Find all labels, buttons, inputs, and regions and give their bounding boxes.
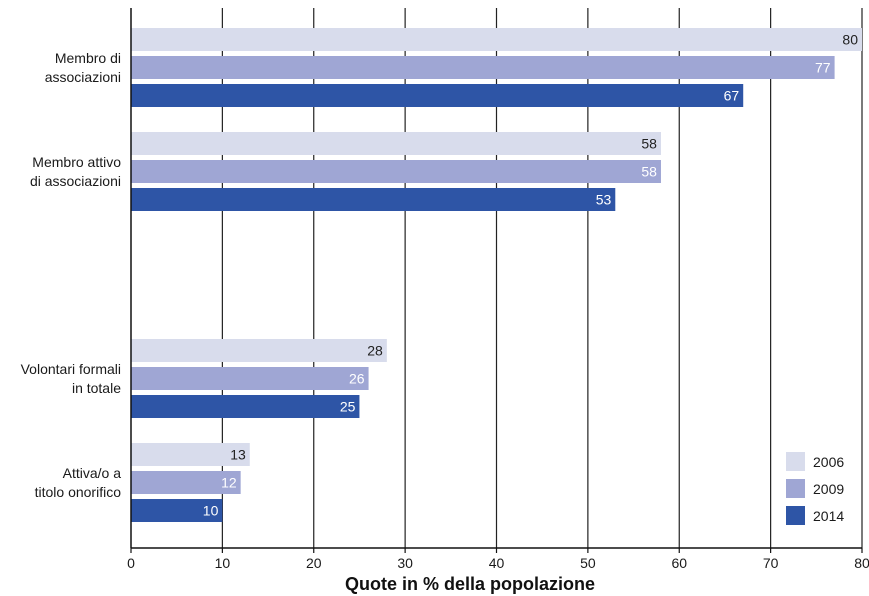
tick-label: 70 bbox=[763, 555, 779, 571]
data-label: 25 bbox=[340, 399, 356, 415]
category-label: Volontari formali bbox=[21, 361, 121, 377]
tick-label: 60 bbox=[671, 555, 687, 571]
data-label: 13 bbox=[230, 447, 246, 463]
legend-swatch bbox=[786, 506, 805, 525]
bar bbox=[131, 28, 862, 51]
tick-label: 0 bbox=[127, 555, 135, 571]
category-label: titolo onorifico bbox=[35, 484, 122, 500]
x-axis: 0 10 20 30 40 50 60 70 80 bbox=[127, 8, 869, 571]
x-axis-label: Quote in % della popolazione bbox=[345, 574, 595, 594]
category-labels: Membro di associazioni Membro attivo di ass… bbox=[21, 50, 122, 500]
tick-label: 10 bbox=[215, 555, 231, 571]
bar bbox=[131, 84, 744, 107]
tick-label: 30 bbox=[397, 555, 413, 571]
bar bbox=[131, 339, 387, 362]
legend-swatch bbox=[786, 479, 805, 498]
legend-swatch bbox=[786, 452, 805, 471]
legend-label: 2009 bbox=[813, 481, 844, 497]
bar bbox=[131, 132, 661, 155]
category-label: Attiva/o a bbox=[63, 465, 122, 481]
tick-label: 40 bbox=[489, 555, 505, 571]
category-label: di associazioni bbox=[30, 173, 121, 189]
category-label: Membro attivo bbox=[32, 154, 121, 170]
bar bbox=[131, 56, 835, 79]
legend: 2006 2009 2014 bbox=[778, 443, 858, 535]
data-label: 77 bbox=[815, 60, 831, 76]
bar bbox=[131, 395, 360, 418]
bar bbox=[131, 188, 616, 211]
data-label: 58 bbox=[641, 136, 657, 152]
data-label: 58 bbox=[641, 164, 657, 180]
bar bbox=[131, 367, 369, 390]
tick-label: 50 bbox=[580, 555, 596, 571]
tick-label: 20 bbox=[306, 555, 322, 571]
bar bbox=[131, 471, 241, 494]
data-label: 67 bbox=[724, 88, 740, 104]
category-label: Membro di bbox=[55, 50, 121, 66]
bar bbox=[131, 443, 250, 466]
tick-label: 80 bbox=[854, 555, 869, 571]
data-label: 53 bbox=[596, 192, 612, 208]
legend-label: 2014 bbox=[813, 508, 844, 524]
legend-label: 2006 bbox=[813, 454, 844, 470]
bar bbox=[131, 160, 661, 183]
bar bbox=[131, 499, 223, 522]
data-label: 26 bbox=[349, 371, 365, 387]
category-label: associazioni bbox=[45, 69, 121, 85]
category-label: in totale bbox=[72, 380, 121, 396]
data-label: 80 bbox=[842, 32, 858, 48]
data-label: 12 bbox=[221, 475, 237, 491]
data-label: 10 bbox=[203, 503, 219, 519]
data-label: 28 bbox=[367, 343, 383, 359]
